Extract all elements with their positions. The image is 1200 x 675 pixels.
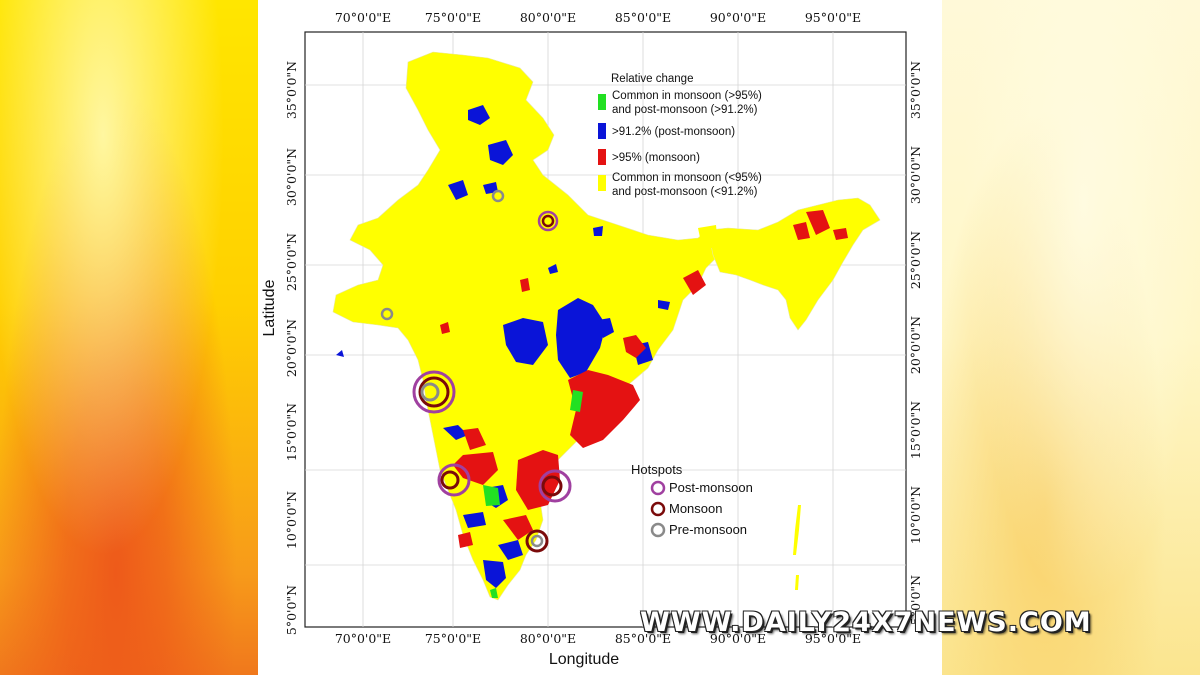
y-axis-title: Latitude [261, 279, 278, 336]
legend-item-label: >91.2% (post-monsoon) [612, 126, 735, 138]
india-northeast-arm [698, 225, 718, 252]
legend-relative-change: Relative change Common in monsoon (>95%)… [598, 73, 762, 198]
legend-swatch-red [598, 149, 606, 165]
post-monsoon-ring-icon [650, 480, 666, 496]
watermark-text: WWW.DAILY24X7NEWS.COM [640, 607, 1092, 638]
x-axis-title: Longitude [549, 651, 619, 668]
monsoon-ring-icon [650, 501, 666, 517]
y-ticks-left: 5°0'0"N 10°0'0"N 15°0'0"N 20°0'0"N 25°0'… [284, 61, 299, 635]
x-ticks-bottom: 70°0'0"E 75°0'0"E 80°0'0"E 85°0'0"E 90°0… [335, 631, 861, 646]
x-tick-top: 85°0'0"E [615, 10, 671, 25]
hotspot-rings [380, 189, 572, 553]
y-tick-right: 30°0'0"N [908, 146, 923, 204]
legend-swatch-yellow [598, 175, 606, 191]
background-left-blur [0, 0, 258, 675]
y-tick-left: 20°0'0"N [284, 319, 299, 377]
post-monsoon-districts [336, 105, 670, 588]
x-tick-top: 70°0'0"E [335, 10, 391, 25]
legend-item-label: and post-monsoon (<91.2%) [612, 186, 758, 198]
y-tick-right: 25°0'0"N [908, 231, 923, 289]
legend-item-label: Common in monsoon (>95%) [612, 90, 762, 102]
legend-item-label: and post-monsoon (>91.2%) [612, 104, 758, 116]
legend-swatch-green [598, 94, 606, 110]
x-tick-bottom: 85°0'0"E [615, 631, 671, 646]
common-high-districts [483, 390, 583, 598]
hotspots-title: Hotspots [631, 462, 683, 477]
y-tick-right: 20°0'0"N [908, 316, 923, 374]
y-tick-right: 35°0'0"N [908, 61, 923, 119]
map-figure: 70°0'0"E 75°0'0"E 80°0'0"E 85°0'0"E 90°0… [258, 0, 942, 675]
y-tick-right: 15°0'0"N [908, 401, 923, 459]
legend-swatch-blue [598, 123, 606, 139]
legend-title: Relative change [611, 73, 693, 85]
india-map-svg: 70°0'0"E 75°0'0"E 80°0'0"E 85°0'0"E 90°0… [261, 10, 923, 668]
x-ticks-top: 70°0'0"E 75°0'0"E 80°0'0"E 85°0'0"E 90°0… [335, 10, 861, 25]
hotspot-label: Pre-monsoon [669, 522, 747, 537]
hotspot-label: Monsoon [669, 501, 722, 516]
pre-monsoon-ring-icon [650, 522, 666, 538]
x-tick-bottom: 95°0'0"E [805, 631, 861, 646]
nicobar-islands [795, 575, 799, 590]
y-tick-right: 5°0'0"N [908, 575, 923, 625]
legend-item-label: Common in monsoon (<95%) [612, 172, 762, 184]
y-tick-left: 15°0'0"N [284, 403, 299, 461]
andaman-islands [793, 505, 801, 555]
x-tick-bottom: 75°0'0"E [425, 631, 481, 646]
hotspot-label: Post-monsoon [669, 480, 753, 495]
x-tick-bottom: 70°0'0"E [335, 631, 391, 646]
y-tick-left: 35°0'0"N [284, 61, 299, 119]
y-tick-left: 25°0'0"N [284, 233, 299, 291]
x-tick-top: 95°0'0"E [805, 10, 861, 25]
x-tick-top: 80°0'0"E [520, 10, 576, 25]
y-tick-right: 10°0'0"N [908, 486, 923, 544]
y-tick-left: 10°0'0"N [284, 491, 299, 549]
y-ticks-right: 5°0'0"N 10°0'0"N 15°0'0"N 20°0'0"N 25°0'… [908, 61, 923, 625]
x-tick-bottom: 80°0'0"E [520, 631, 576, 646]
legend-item-label: >95% (monsoon) [612, 152, 700, 164]
x-tick-bottom: 90°0'0"E [710, 631, 766, 646]
legend-hotspots: Hotspots Post-monsoon Monsoon Pre-monsoo… [631, 462, 753, 538]
x-tick-top: 90°0'0"E [710, 10, 766, 25]
y-tick-left: 30°0'0"N [284, 148, 299, 206]
y-tick-left: 5°0'0"N [284, 585, 299, 635]
x-tick-top: 75°0'0"E [425, 10, 481, 25]
background-right-blur [942, 0, 1200, 675]
